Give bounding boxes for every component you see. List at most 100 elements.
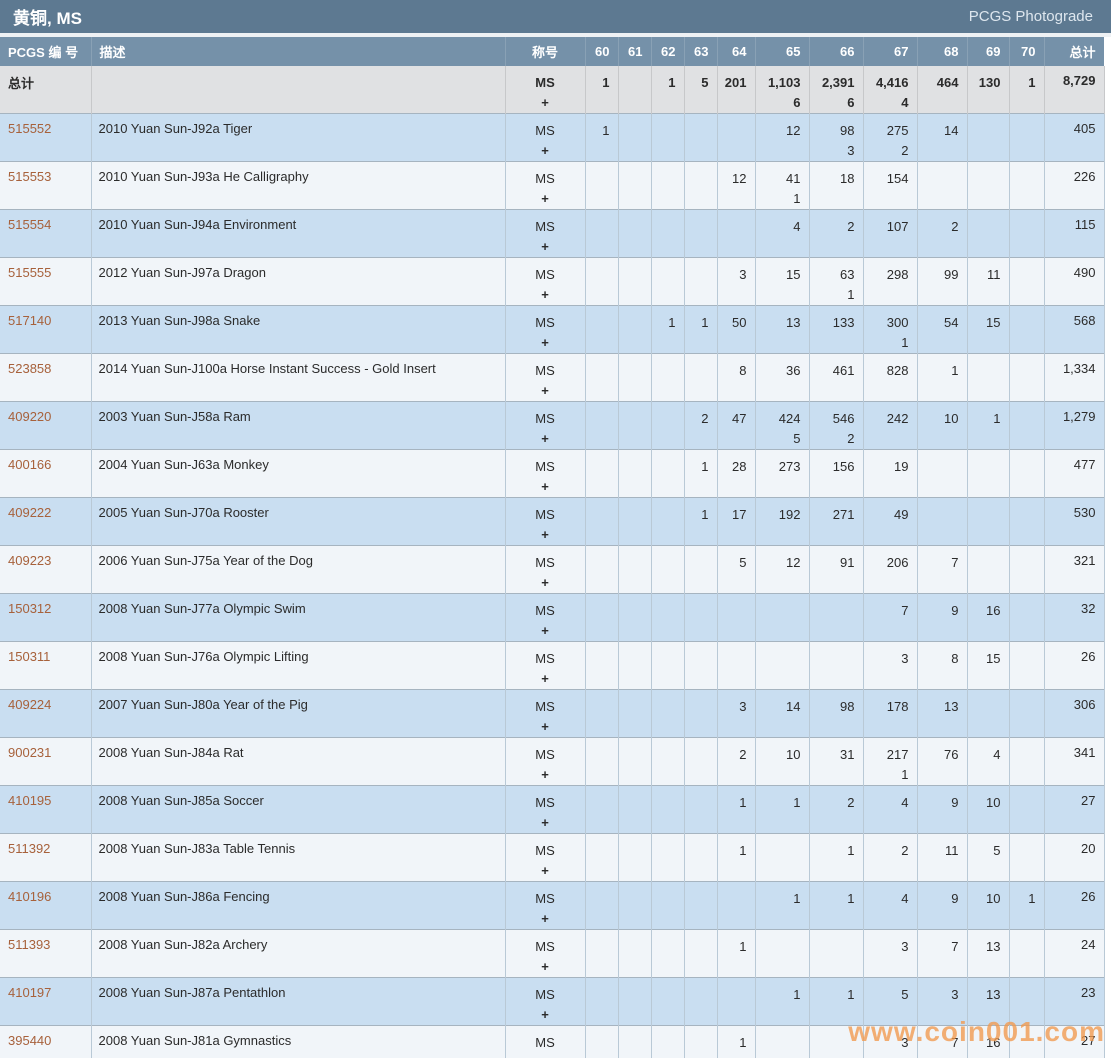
- grade-count: 63: [840, 267, 855, 282]
- grade-plus-count: [918, 285, 959, 305]
- pcgs-number-cell: 511393: [0, 929, 92, 978]
- grade-69-cell: 10: [967, 785, 1010, 834]
- designation-cell: MS +: [505, 545, 586, 594]
- grade-63-cell: [684, 689, 718, 738]
- grade-plus-count: [968, 813, 1001, 833]
- grade-plus-count: [652, 237, 676, 257]
- designation-cell: MS +: [505, 977, 586, 1026]
- grade-68-cell: 3: [917, 977, 968, 1026]
- grade-count: [619, 457, 643, 477]
- grade-plus-count: 3: [847, 143, 855, 158]
- grade-count: [685, 985, 709, 1005]
- grade-plus-count: [685, 93, 709, 113]
- pcgs-number-link[interactable]: 395440: [8, 1033, 52, 1048]
- grade-70-cell: [1009, 977, 1045, 1026]
- pcgs-number-link[interactable]: 409224: [8, 697, 52, 712]
- grade-plus-count: [756, 621, 801, 641]
- designation-ms: MS: [535, 747, 555, 762]
- designation-ms: MS: [535, 363, 555, 378]
- pcgs-number-link[interactable]: 150311: [8, 649, 51, 664]
- grade-65-cell: 1: [755, 881, 810, 930]
- designation-ms: MS: [535, 219, 555, 234]
- pcgs-number-link[interactable]: 409222: [8, 505, 52, 520]
- grade-count: [586, 601, 610, 621]
- grade-count: 7: [951, 939, 959, 954]
- grade-plus-count: [718, 1053, 747, 1058]
- pcgs-number-link[interactable]: 523858: [8, 361, 52, 376]
- grade-count: 424: [778, 411, 801, 426]
- grade-plus-count: [619, 285, 643, 305]
- grade-plus-count: [1010, 429, 1036, 449]
- grade-plus-count: [619, 381, 643, 401]
- grade-count: 1: [793, 987, 801, 1002]
- pcgs-number-cell: 517140: [0, 305, 92, 354]
- pcgs-number-link[interactable]: 517140: [8, 313, 52, 328]
- pcgs-number-link[interactable]: 515553: [8, 169, 52, 184]
- grade-68-cell: 9: [917, 785, 968, 834]
- grade-plus-count: [619, 669, 643, 689]
- pcgs-number-link[interactable]: 515554: [8, 217, 52, 232]
- designation-cell: MS +: [505, 833, 586, 882]
- grade-count: [968, 217, 1001, 237]
- grade-69-cell: [967, 113, 1010, 162]
- grade-count: 1: [701, 507, 709, 522]
- grade-60-cell: [585, 833, 619, 882]
- grade-plus-count: [968, 141, 1001, 161]
- grade-65-cell: [755, 641, 810, 690]
- grade-count: 298: [886, 267, 909, 282]
- grade-count: [619, 985, 643, 1005]
- table-row: 515554 2010 Yuan Sun-J94a Environment MS +4…: [0, 209, 1105, 258]
- grade-count: [968, 169, 1001, 189]
- designation-plus: +: [506, 1053, 585, 1058]
- grade-count: 50: [732, 315, 747, 330]
- pcgs-number-link[interactable]: 900231: [8, 745, 52, 760]
- grade-plus-count: [718, 189, 747, 209]
- photograde-link[interactable]: PCGS Photograde: [968, 8, 1093, 25]
- grade-count: [586, 217, 610, 237]
- pcgs-number-link[interactable]: 150312: [8, 601, 52, 616]
- grade-plus-count: [619, 93, 643, 113]
- grade-plus-count: [810, 621, 855, 641]
- grade-plus-count: [652, 1005, 676, 1025]
- grade-66-cell: 271: [809, 497, 864, 546]
- pcgs-number-link[interactable]: 410195: [8, 793, 52, 808]
- grade-plus-count: [810, 333, 855, 353]
- grade-count: [756, 1033, 801, 1053]
- grade-plus-count: [756, 765, 801, 785]
- pcgs-number-link[interactable]: 410197: [8, 985, 52, 1000]
- grade-64-cell: 3: [717, 257, 756, 306]
- grade-plus-count: [586, 765, 610, 785]
- grade-plus-count: [918, 141, 959, 161]
- grade-63-cell: [684, 161, 718, 210]
- grade-count: [652, 169, 676, 189]
- pcgs-number-link[interactable]: 515555: [8, 265, 52, 280]
- grade-70-cell: [1009, 641, 1045, 690]
- grade-plus-count: [918, 765, 959, 785]
- pcgs-number-cell: 400166: [0, 449, 92, 498]
- row-total: 490: [1044, 257, 1105, 306]
- table-row: 511393 2008 Yuan Sun-J82a Archery MS +1 3 7 13…: [0, 929, 1105, 978]
- grade-69-cell: 15: [967, 641, 1010, 690]
- pcgs-number-link[interactable]: 409223: [8, 553, 52, 568]
- grade-count: 31: [840, 747, 855, 762]
- designation-ms: MS: [535, 507, 555, 522]
- pcgs-number-link[interactable]: 515552: [8, 121, 52, 136]
- grade-63-cell: [684, 881, 718, 930]
- grade-plus-count: [718, 333, 747, 353]
- pcgs-number-link[interactable]: 409220: [8, 409, 52, 424]
- grade-plus-count: [918, 333, 959, 353]
- grade-count: [586, 697, 610, 717]
- pcgs-number-link[interactable]: 511393: [8, 937, 51, 952]
- grade-67-cell: 7: [863, 593, 918, 642]
- pcgs-number-link[interactable]: 400166: [8, 457, 52, 472]
- grade-65-cell: 1: [755, 977, 810, 1026]
- pcgs-number-link[interactable]: 410196: [8, 889, 52, 904]
- grade-67-cell: 154: [863, 161, 918, 210]
- grade-plus-count: [586, 237, 610, 257]
- designation-plus: +: [541, 335, 549, 350]
- grade-plus-count: [652, 285, 676, 305]
- grade-count: [619, 1033, 643, 1053]
- pcgs-number-link[interactable]: 511392: [8, 841, 51, 856]
- grade-count: 1: [701, 459, 709, 474]
